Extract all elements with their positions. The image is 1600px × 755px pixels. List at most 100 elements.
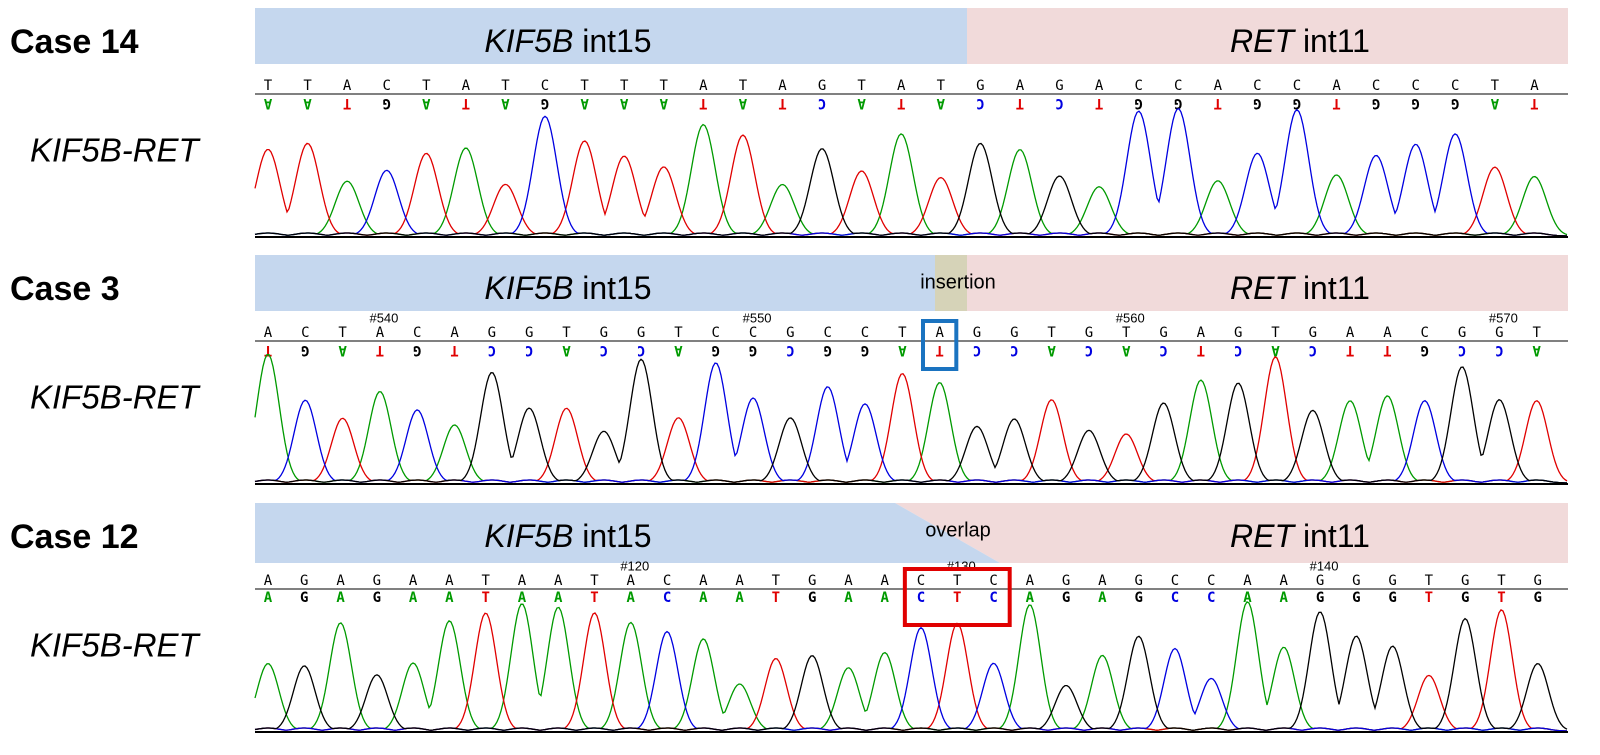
complement-base: A: [554, 590, 563, 606]
trace: [255, 135, 1567, 236]
base-call: A: [1280, 573, 1289, 589]
base-call: G: [1159, 325, 1167, 341]
complement-base: A: [263, 95, 272, 111]
complement-base: G: [301, 342, 309, 358]
base-call: T: [1047, 325, 1056, 341]
complement-base: C: [1309, 342, 1317, 358]
annotation: overlap: [925, 519, 991, 541]
trace: [255, 109, 1567, 236]
base-call: A: [844, 573, 853, 589]
base-call: G: [1461, 573, 1469, 589]
complement-base: A: [336, 590, 345, 606]
base-call: A: [264, 573, 273, 589]
base-call: A: [1016, 78, 1025, 94]
complement-base: A: [844, 590, 853, 606]
complement-base: C: [1171, 590, 1179, 606]
complement-base: C: [663, 590, 671, 606]
complement-base: T: [462, 95, 470, 111]
complement-base: G: [373, 590, 381, 606]
complement-base: G: [1388, 590, 1396, 606]
complement-base: A: [445, 590, 454, 606]
complement-base: T: [953, 590, 961, 606]
base-call: G: [300, 573, 308, 589]
base-call: C: [1171, 573, 1179, 589]
base-call: A: [445, 573, 454, 589]
complement-base: A: [338, 342, 347, 358]
base-call: G: [600, 325, 608, 341]
base-call: G: [1134, 573, 1142, 589]
base-call: T: [620, 78, 629, 94]
complement-base: T: [699, 95, 707, 111]
complement-base: A: [1026, 590, 1035, 606]
complement-base: C: [1458, 342, 1466, 358]
position-marker: #540: [369, 310, 398, 325]
complement-base: A: [1532, 342, 1541, 358]
complement-base: A: [857, 95, 866, 111]
base-call: A: [1346, 325, 1355, 341]
base-call: A: [1243, 573, 1252, 589]
gene-name: KIF5B: [484, 23, 573, 59]
gene-name: RET: [1230, 23, 1296, 59]
gene-name: KIF5B: [484, 518, 573, 554]
complement-base: A: [1098, 590, 1107, 606]
gene-label: KIF5B int15: [484, 23, 651, 59]
base-call: C: [1207, 573, 1215, 589]
base-call: C: [301, 325, 309, 341]
base-call: A: [627, 573, 636, 589]
base-call: C: [1134, 78, 1142, 94]
base-call: A: [462, 78, 471, 94]
complement-base: C: [973, 342, 981, 358]
base-call: G: [976, 78, 984, 94]
base-call: G: [786, 325, 794, 341]
trace: [255, 125, 1567, 236]
base-call: A: [376, 325, 385, 341]
base-call: A: [1095, 78, 1104, 94]
base-call: A: [935, 325, 944, 341]
complement-base: G: [1134, 590, 1142, 606]
base-call: T: [1532, 325, 1541, 341]
base-call: A: [881, 573, 890, 589]
complement-base: G: [1411, 95, 1419, 111]
complement-base: C: [1010, 342, 1018, 358]
complement-base: T: [778, 95, 786, 111]
base-call: T: [1425, 573, 1434, 589]
complement-base: C: [637, 342, 645, 358]
complement-base: A: [1243, 590, 1252, 606]
complement-base: C: [1159, 342, 1167, 358]
base-call: T: [660, 78, 669, 94]
base-call: G: [973, 325, 981, 341]
complement-base: T: [1214, 95, 1222, 111]
base-call: A: [699, 78, 708, 94]
complement-base: A: [898, 342, 907, 358]
annotation: insertion: [920, 271, 996, 293]
complement-base: T: [590, 590, 598, 606]
complement-base: G: [1461, 590, 1469, 606]
complement-base: A: [1047, 342, 1056, 358]
base-call: A: [1098, 573, 1107, 589]
base-call: T: [953, 573, 962, 589]
base-call: G: [637, 325, 645, 341]
base-call: A: [735, 573, 744, 589]
complement-base: C: [1055, 95, 1063, 111]
base-call: C: [413, 325, 421, 341]
complement-base: A: [1271, 342, 1280, 358]
base-call: T: [937, 78, 946, 94]
base-call: G: [1352, 573, 1360, 589]
base-call: T: [674, 325, 683, 341]
complement-base: A: [501, 95, 510, 111]
base-call: G: [808, 573, 816, 589]
complement-base: C: [1207, 590, 1215, 606]
complement-base: A: [627, 590, 636, 606]
base-call: T: [739, 78, 748, 94]
base-call: G: [1388, 573, 1396, 589]
complement-base: C: [976, 95, 984, 111]
complement-base: A: [659, 95, 668, 111]
complement-base: T: [1197, 342, 1205, 358]
complement-base: T: [450, 342, 458, 358]
complement-base: T: [1346, 342, 1354, 358]
complement-base: A: [738, 95, 747, 111]
complement-base: T: [897, 95, 905, 111]
base-call: C: [1174, 78, 1182, 94]
base-call: C: [712, 325, 720, 341]
trace: [255, 363, 1567, 483]
